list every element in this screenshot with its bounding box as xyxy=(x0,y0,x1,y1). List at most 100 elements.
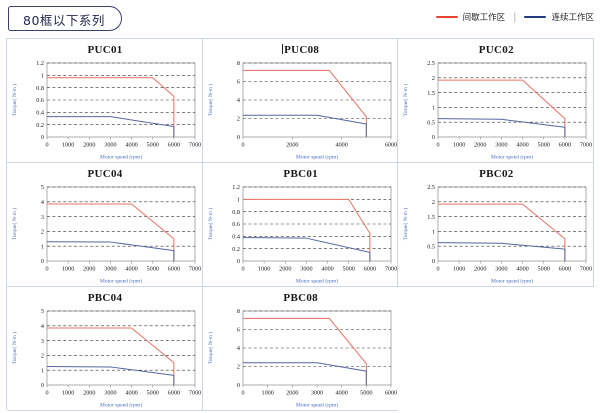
chart-series-line xyxy=(47,77,175,137)
y-tick-label: 5 xyxy=(41,184,44,191)
chart-cell[interactable]: PUC01 0 0.2 0.4 0.6 0.8 1 1.2 0 1000 2000 3000 4000 5… xyxy=(7,39,203,163)
y-tick-label: 0 xyxy=(237,258,240,265)
y-tick-label: 2 xyxy=(41,353,44,360)
y-tick-label: 4 xyxy=(41,323,44,330)
chart-series-line xyxy=(242,237,371,261)
x-tick-label: 6000 xyxy=(168,142,180,149)
x-axis-label: Motor speed (rpm) xyxy=(296,402,338,409)
y-tick-label: 1 xyxy=(432,105,435,112)
y-tick-label: 1.2 xyxy=(36,60,44,67)
chart-title: PBC08 xyxy=(203,292,399,304)
chart-title-text: PUC02 xyxy=(478,44,514,56)
y-tick-label: 2.5 xyxy=(428,184,436,191)
y-tick-label: 0.4 xyxy=(36,110,44,117)
y-tick-label: 0.2 xyxy=(36,122,44,129)
x-tick-label: 0 xyxy=(241,390,244,397)
y-tick-label: 3 xyxy=(41,214,44,221)
x-tick-label: 3000 xyxy=(300,266,312,273)
chart-cell[interactable]: PBC02 0 0.5 1 1.5 2 2.5 0 1000 2000 3000 4000 5000 60… xyxy=(398,163,595,287)
x-axis-label: Motor speed (rpm) xyxy=(491,154,533,161)
x-tick-label: 0 xyxy=(45,390,48,397)
y-tick-label: 0 xyxy=(41,258,44,265)
y-tick-label: 2 xyxy=(237,116,240,123)
x-axis-label: Motor speed (rpm) xyxy=(491,278,533,285)
chart-cell[interactable]: PUC04 0 1 2 3 4 5 0 1000 2000 3000 4000 5000 6000 7000… xyxy=(7,163,203,287)
x-tick-label: 0 xyxy=(437,266,440,273)
y-tick-label: 0.5 xyxy=(428,119,436,126)
x-tick-label: 7000 xyxy=(189,142,201,149)
x-axis-label: Motor speed (rpm) xyxy=(296,278,338,285)
y-tick-label: 0 xyxy=(237,382,240,389)
y-tick-label: 1.2 xyxy=(232,184,240,191)
x-tick-label: 2000 xyxy=(83,390,95,397)
y-tick-label: 1.5 xyxy=(428,214,436,221)
y-tick-label: 2.5 xyxy=(428,60,436,67)
series-title-tab[interactable]: 80框以下系列 xyxy=(8,6,122,31)
x-tick-label: 6000 xyxy=(363,266,375,273)
x-tick-label: 2000 xyxy=(83,266,95,273)
chart-title-text: PBC01 xyxy=(283,168,318,180)
y-tick-label: 1.5 xyxy=(428,90,436,97)
chart-series-line xyxy=(242,317,367,385)
x-tick-label: 1000 xyxy=(261,390,273,397)
chart-plot: 0 0.2 0.4 0.6 0.8 1 1.2 0 1000 2000 3000 4000 5000 60… xyxy=(207,184,397,285)
x-tick-label: 5000 xyxy=(147,266,159,273)
chart-title: PUC08 xyxy=(203,44,399,56)
y-tick-label: 1 xyxy=(41,243,44,250)
y-tick-label: 1 xyxy=(41,367,44,374)
chart-title-text: PBC02 xyxy=(479,168,514,180)
y-axis-label: Torque( N-m ) xyxy=(207,84,214,117)
chart-plot: 0 1 2 3 4 5 0 1000 2000 3000 4000 5000 6000 7000 Motor… xyxy=(11,184,201,285)
navy-line-swatch xyxy=(524,15,547,19)
legend-label-continuous: 连续工作区 xyxy=(551,13,594,23)
chart-series-line xyxy=(242,69,367,137)
x-tick-label: 7000 xyxy=(580,266,592,273)
y-tick-label: 4 xyxy=(237,97,240,104)
x-tick-label: 6000 xyxy=(168,390,180,397)
chart-cell[interactable]: PUC02 0 0.5 1 1.5 2 2.5 0 1000 2000 3000 4000 5000 60… xyxy=(398,39,595,163)
chart-plot: 0 0.5 1 1.5 2 2.5 0 1000 2000 3000 4000 5000 6000 700… xyxy=(402,184,592,285)
y-tick-label: 2 xyxy=(41,229,44,236)
y-tick-label: 1 xyxy=(432,229,435,236)
y-tick-label: 5 xyxy=(41,308,44,315)
x-axis-label: Motor speed (rpm) xyxy=(100,278,142,285)
y-tick-label: 0 xyxy=(432,134,435,141)
x-tick-label: 3000 xyxy=(310,390,322,397)
y-tick-label: 0.4 xyxy=(232,234,240,241)
chart-series-line xyxy=(46,241,175,261)
chart-cell[interactable]: PBC04 0 1 2 3 4 5 0 1000 2000 3000 4000 5000 6000 7000… xyxy=(7,287,203,411)
chart-plot: 0 0.2 0.4 0.6 0.8 1 1.2 0 1000 2000 3000 4000 5000 60… xyxy=(11,60,201,160)
x-tick-label: 5000 xyxy=(342,266,354,273)
x-tick-label: 3000 xyxy=(104,142,116,149)
y-tick-label: 4 xyxy=(237,345,240,352)
chart-cell[interactable]: PBC08 0 2 4 6 8 0 1000 2000 3000 4000 5000 6000 Motor… xyxy=(202,287,399,411)
text-cursor-icon xyxy=(282,44,284,54)
chart-cell[interactable]: PUC08 0 2 4 6 8 0 2000 4000 6000 Motor speed (rpm)… xyxy=(202,39,399,163)
x-tick-label: 1000 xyxy=(62,390,74,397)
x-tick-label: 2000 xyxy=(83,142,95,149)
y-tick-label: 6 xyxy=(237,79,240,86)
y-tick-label: 1 xyxy=(237,197,240,204)
chart-cell[interactable]: PBC01 0 0.2 0.4 0.6 0.8 1 1.2 0 1000 2000 3000 4000 5… xyxy=(202,163,399,287)
x-tick-label: 2000 xyxy=(286,390,298,397)
y-tick-label: 8 xyxy=(237,308,240,315)
y-tick-label: 0.2 xyxy=(232,246,240,253)
x-tick-label: 6000 xyxy=(559,142,571,149)
x-tick-label: 3000 xyxy=(496,266,508,273)
x-tick-label: 2000 xyxy=(286,142,298,149)
chart-title-text: PUC04 xyxy=(87,168,123,180)
y-tick-label: 0.5 xyxy=(428,243,436,250)
x-tick-label: 5000 xyxy=(147,390,159,397)
chart-series-line xyxy=(242,114,367,137)
y-tick-label: 2 xyxy=(432,199,435,206)
y-tick-label: 0.6 xyxy=(36,97,44,104)
chart-title: PUC02 xyxy=(398,44,594,56)
legend-item-intermittent: 间歇工作区 xyxy=(435,11,505,23)
chart-grid-row: PUC04 0 1 2 3 4 5 0 1000 2000 3000 4000 5000 6000 7000… xyxy=(7,163,595,287)
x-tick-label: 4000 xyxy=(517,266,529,273)
chart-title: PBC02 xyxy=(398,168,594,180)
y-axis-label: Torque( N-m ) xyxy=(11,208,18,241)
x-tick-label: 0 xyxy=(45,266,48,273)
x-tick-label: 7000 xyxy=(189,390,201,397)
x-tick-label: 2000 xyxy=(474,142,486,149)
